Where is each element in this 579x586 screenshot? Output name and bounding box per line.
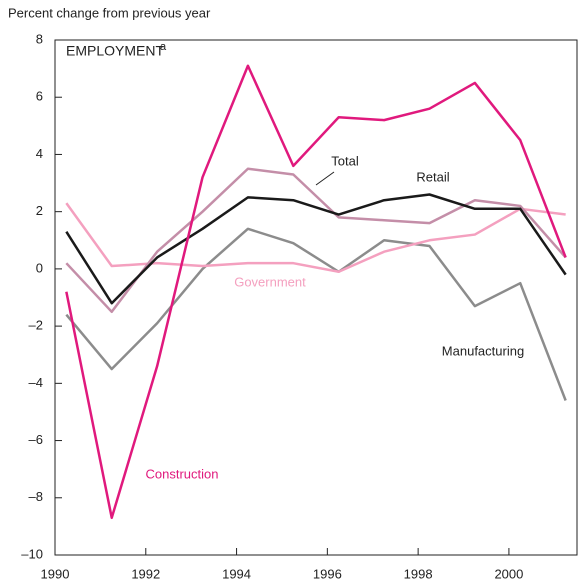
y-tick-label: 4: [36, 146, 43, 161]
x-tick-label: 1992: [131, 566, 160, 581]
x-tick-label: 1998: [404, 566, 433, 581]
y-tick-label: 2: [36, 203, 43, 218]
leader-line: [315, 171, 335, 186]
line-series: [65, 167, 567, 314]
series-label: Construction: [146, 466, 219, 481]
y-tick-label: –10: [21, 546, 43, 561]
chart-title: EMPLOYMENT: [66, 43, 164, 59]
series-label: Retail: [416, 169, 449, 184]
x-tick-label: 1996: [313, 566, 342, 581]
line-series: [65, 227, 567, 401]
y-tick-label: 0: [36, 260, 43, 275]
title-note: a: [160, 41, 167, 53]
x-tick-label: 2000: [494, 566, 523, 581]
series-label: Manufacturing: [442, 343, 524, 358]
x-tick-label: 1990: [41, 566, 70, 581]
series-label: Government: [234, 274, 306, 289]
y-tick-label: –2: [29, 318, 43, 333]
line-series: [65, 64, 567, 520]
x-tick-label: 1994: [222, 566, 251, 581]
line-series: [65, 202, 566, 273]
plot-frame: [54, 39, 578, 556]
y-tick-label: –8: [29, 489, 43, 504]
y-tick-label: –6: [29, 432, 43, 447]
y-tick-label: 8: [36, 31, 43, 46]
line-series: [65, 193, 567, 305]
y-tick-label: –4: [29, 375, 43, 390]
axis-label: Percent change from previous year: [8, 5, 211, 20]
y-tick-label: 6: [36, 89, 43, 104]
series-label: Total: [331, 153, 359, 168]
